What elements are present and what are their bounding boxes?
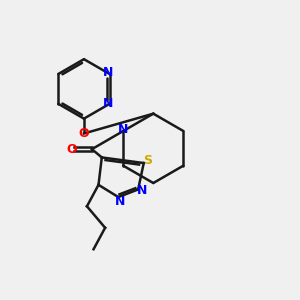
Text: N: N xyxy=(103,97,113,110)
Text: N: N xyxy=(118,123,128,136)
Text: S: S xyxy=(143,154,152,167)
Text: O: O xyxy=(67,143,77,156)
Text: N: N xyxy=(137,184,148,196)
Text: N: N xyxy=(103,66,113,79)
Text: N: N xyxy=(115,194,125,208)
Text: O: O xyxy=(79,127,89,140)
